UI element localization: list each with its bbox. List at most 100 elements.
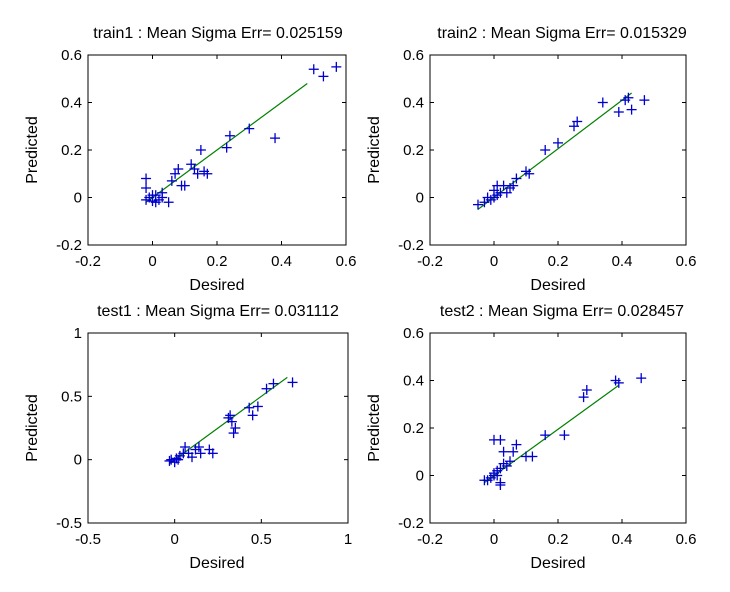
y-axis-label: Predicted: [24, 116, 41, 184]
subplot-title: train2 : Mean Sigma Err= 0.015329: [437, 25, 687, 42]
y-axis-label: Predicted: [24, 394, 41, 462]
data-point: [540, 430, 551, 441]
data-point: [626, 104, 637, 115]
data-point: [524, 168, 535, 179]
data-point: [187, 452, 197, 463]
data-point: [331, 61, 342, 72]
data-point: [195, 448, 206, 459]
data-point: [270, 133, 281, 144]
data-point: [164, 455, 175, 466]
x-tick-label: 0.4: [612, 531, 633, 548]
x-tick-label: -0.5: [75, 531, 101, 548]
data-point: [498, 446, 509, 457]
x-tick-label: 1: [344, 531, 352, 548]
x-tick-label: -0.2: [417, 253, 443, 270]
x-tick-label: 0.4: [271, 253, 292, 270]
x-tick-label: 0: [170, 531, 178, 548]
y-tick-label: 0.6: [403, 325, 424, 342]
data-point: [225, 410, 236, 421]
x-tick-label: -0.2: [417, 531, 443, 548]
data-point: [639, 95, 650, 106]
data-point: [141, 183, 152, 193]
data-point: [141, 173, 152, 184]
data-point: [180, 442, 191, 452]
y-tick-label: -0.2: [398, 515, 424, 532]
subplot-test1: test1 : Mean Sigma Err= 0.031112 -0.5 0 0.…: [24, 303, 352, 572]
data-point: [207, 448, 218, 459]
data-point: [224, 130, 235, 141]
y-tick-label: 0.4: [403, 95, 424, 112]
subplot-title: test1 : Mean Sigma Err= 0.031112: [97, 303, 339, 320]
data-point: [581, 385, 592, 395]
x-tick-label: 0: [148, 253, 156, 270]
y-tick-label: -0.2: [56, 237, 82, 254]
y-tick-label: 0: [74, 190, 82, 207]
plot-area: [429, 54, 687, 246]
data-point: [495, 434, 506, 445]
y-axis-label: Predicted: [366, 116, 383, 184]
x-tick-label: 0.6: [336, 253, 357, 270]
data-point: [166, 175, 177, 186]
subplot-title: train1 : Mean Sigma Err= 0.025159: [93, 25, 343, 42]
x-tick-label: 0: [490, 531, 498, 548]
data-point: [540, 145, 551, 155]
data-point: [244, 402, 255, 413]
x-tick-label: 0.2: [548, 253, 569, 270]
x-tick-label: 0.6: [676, 531, 697, 548]
plot-area: [429, 332, 687, 524]
data-point: [173, 164, 184, 174]
subplot-train2: train2 : Mean Sigma Err= 0.015329 -0.2 0 0…: [366, 25, 696, 294]
data-point: [195, 145, 206, 155]
data-point: [247, 410, 258, 421]
data-point: [221, 142, 232, 153]
data-point: [244, 123, 255, 134]
data-point: [268, 378, 279, 389]
data-point: [553, 137, 563, 148]
data-point: [508, 446, 519, 457]
y-tick-label: -0.5: [56, 515, 82, 532]
data-point: [613, 377, 624, 388]
data-point: [287, 377, 298, 388]
x-tick-label: -0.2: [75, 253, 101, 270]
y-tick-label: 0: [416, 468, 424, 485]
subplot-train1: train1 : Mean Sigma Err= 0.025159 -0.2 0 0…: [24, 25, 356, 294]
data-point: [623, 92, 634, 103]
data-point: [572, 116, 583, 127]
data-point: [578, 392, 589, 403]
data-point: [505, 456, 515, 467]
x-tick-label: 0.2: [207, 253, 228, 270]
x-tick-label: 0.5: [251, 531, 272, 548]
x-axis-label: Desired: [189, 277, 244, 294]
y-tick-label: 0.4: [403, 373, 424, 390]
data-point: [308, 64, 319, 75]
data-point: [473, 199, 483, 210]
x-tick-label: 0.4: [612, 253, 633, 270]
data-point: [318, 71, 329, 82]
y-tick-label: 0.2: [61, 142, 82, 159]
x-axis-label: Desired: [189, 555, 244, 572]
y-tick-label: 1: [74, 325, 82, 342]
data-point: [597, 97, 608, 108]
y-tick-label: 0.2: [403, 142, 424, 159]
x-tick-label: 0.2: [548, 531, 569, 548]
data-point: [511, 173, 522, 184]
y-tick-label: 0: [74, 452, 82, 469]
subplot-title: test2 : Mean Sigma Err= 0.028457: [440, 303, 684, 320]
y-tick-label: -0.2: [398, 237, 424, 254]
x-axis-label: Desired: [530, 555, 585, 572]
data-point: [511, 439, 522, 450]
data-point: [192, 168, 203, 179]
data-point: [193, 442, 204, 452]
data-point: [252, 401, 263, 412]
data-point: [226, 416, 237, 427]
data-point: [636, 373, 647, 384]
data-point: [202, 168, 213, 179]
data-point: [179, 180, 190, 191]
data-point: [495, 480, 506, 490]
subplot-test2: test2 : Mean Sigma Err= 0.028457 -0.2 0 0.…: [366, 303, 696, 572]
data-point: [163, 197, 174, 208]
y-tick-label: 0.5: [61, 388, 82, 405]
data-point: [150, 190, 161, 201]
y-tick-label: 0: [416, 190, 424, 207]
